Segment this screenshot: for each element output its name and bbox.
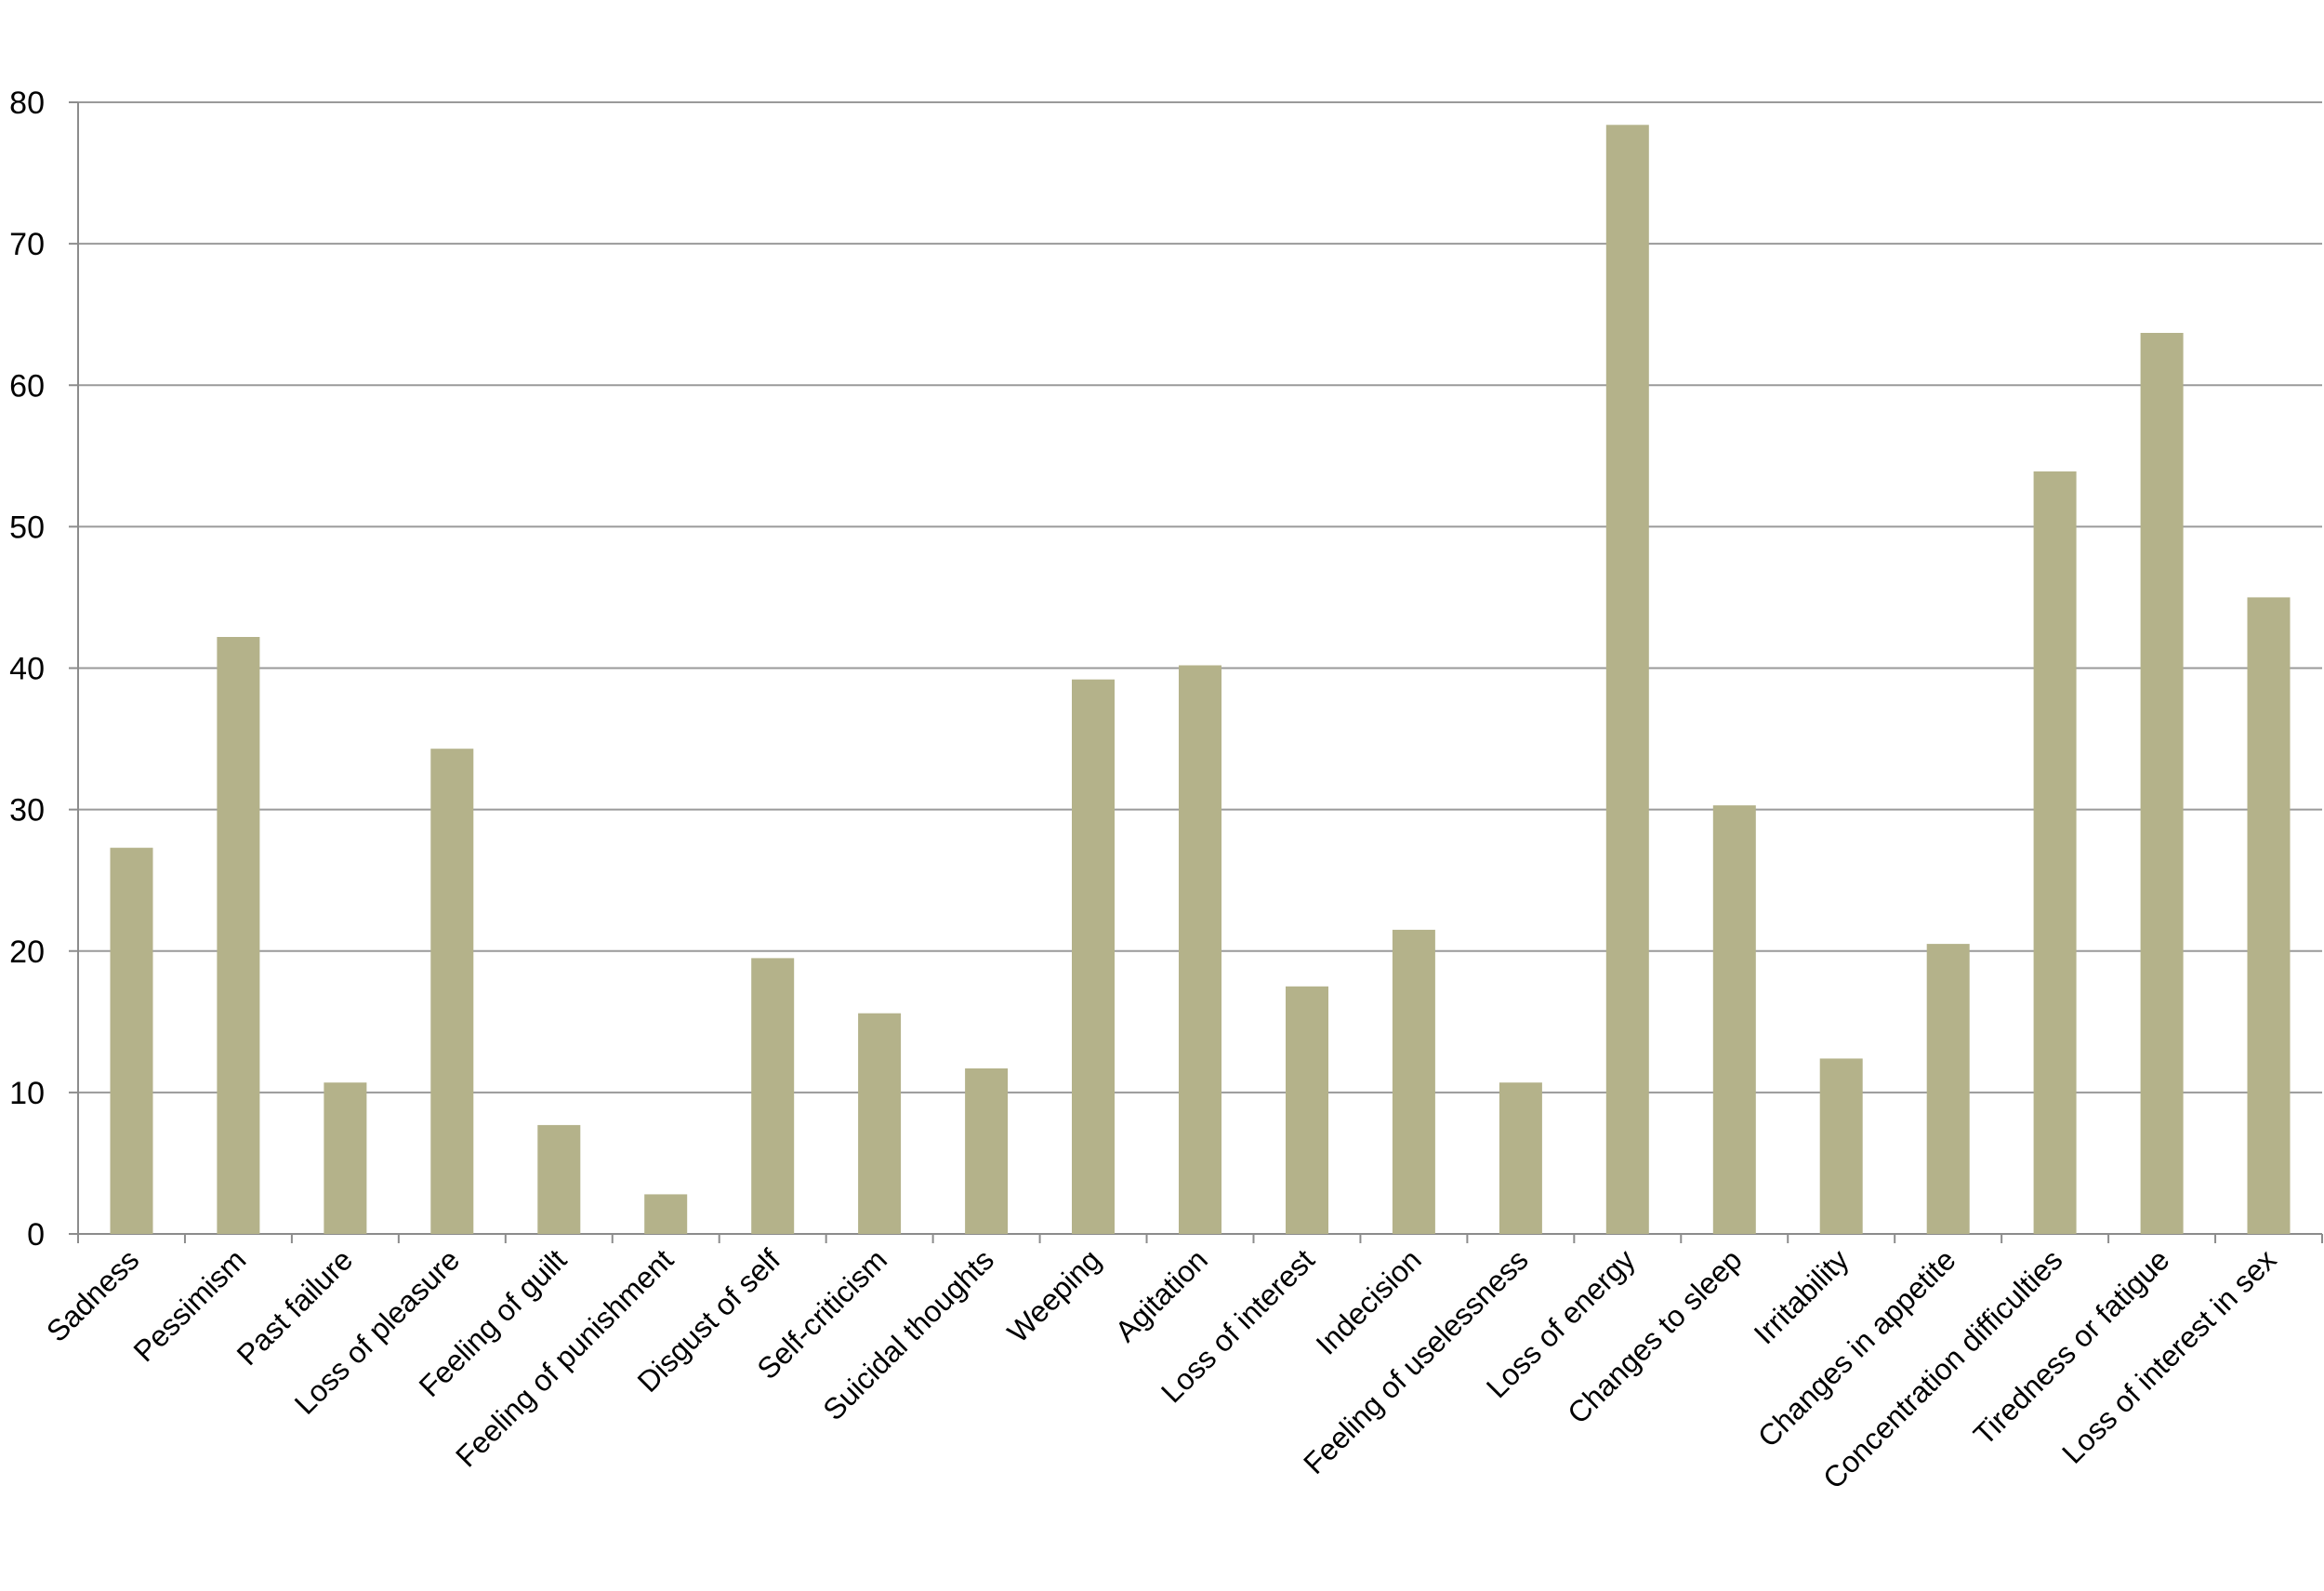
bar-changes-in-appetite <box>1926 944 1970 1234</box>
bar-sadness <box>110 847 153 1234</box>
x-tick-label: Agitation <box>1108 1242 1214 1348</box>
bar-loss-of-interest <box>1286 986 1328 1234</box>
bar-disgust-of-self <box>751 958 795 1234</box>
bar-changes-to-sleep <box>1712 805 1756 1234</box>
bar-feeling-of-guilt <box>537 1124 581 1234</box>
x-tick-label: Changes in appetite <box>1751 1242 1962 1453</box>
x-tick-label: Loss of interest in sex <box>2055 1242 2282 1469</box>
y-tick-label: 20 <box>9 935 45 970</box>
bar-self-criticism <box>858 1013 902 1234</box>
y-tick-label: 30 <box>9 793 45 829</box>
bar-loss-of-interest-in-sex <box>2247 597 2291 1234</box>
bar-indecision <box>1392 929 1435 1234</box>
y-tick-label: 40 <box>9 652 45 687</box>
bar-weeping <box>1072 679 1115 1234</box>
bar-concentration-difficulties <box>2033 471 2077 1234</box>
bar-feeling-of-uselessness <box>1499 1082 1542 1234</box>
y-tick-label: 60 <box>9 368 45 404</box>
bar-past-failure <box>324 1082 367 1234</box>
x-tick-label: Irritability <box>1748 1242 1855 1350</box>
bar-loss-of-pleasure <box>430 749 474 1234</box>
x-tick-label: Tiredness or fatigue <box>1967 1242 2176 1452</box>
y-tick-label: 70 <box>9 227 45 262</box>
y-tick-label: 50 <box>9 510 45 545</box>
x-tick-label: Sadness <box>40 1242 146 1348</box>
x-tick-label: Weeping <box>1001 1242 1107 1348</box>
bar-tiredness-or-fatigue <box>2140 333 2184 1234</box>
bar-feeling-of-punishment <box>644 1194 688 1234</box>
bar-agitation <box>1179 665 1221 1234</box>
bar-irritability <box>1819 1058 1863 1234</box>
bar-suicidal-thoughts <box>965 1068 1009 1234</box>
bar-pessimism <box>217 637 260 1234</box>
y-tick-label: 0 <box>27 1217 45 1253</box>
bar-loss-of-energy <box>1605 125 1649 1234</box>
x-tick-label: Feeling of punishment <box>449 1242 680 1473</box>
y-tick-label: 10 <box>9 1076 45 1111</box>
y-tick-label: 80 <box>9 86 45 121</box>
